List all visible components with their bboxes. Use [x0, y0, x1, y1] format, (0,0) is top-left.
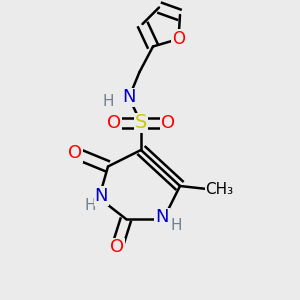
Text: S: S [135, 113, 147, 133]
Text: CH₃: CH₃ [206, 182, 234, 196]
Text: H: H [102, 94, 114, 110]
Text: O: O [161, 114, 175, 132]
Text: O: O [172, 30, 185, 48]
Text: N: N [122, 88, 136, 106]
Text: H: H [84, 198, 96, 213]
Text: H: H [170, 218, 182, 233]
Text: O: O [110, 238, 124, 256]
Text: N: N [95, 187, 108, 205]
Text: O: O [107, 114, 121, 132]
Text: N: N [155, 208, 169, 226]
Text: O: O [68, 144, 82, 162]
